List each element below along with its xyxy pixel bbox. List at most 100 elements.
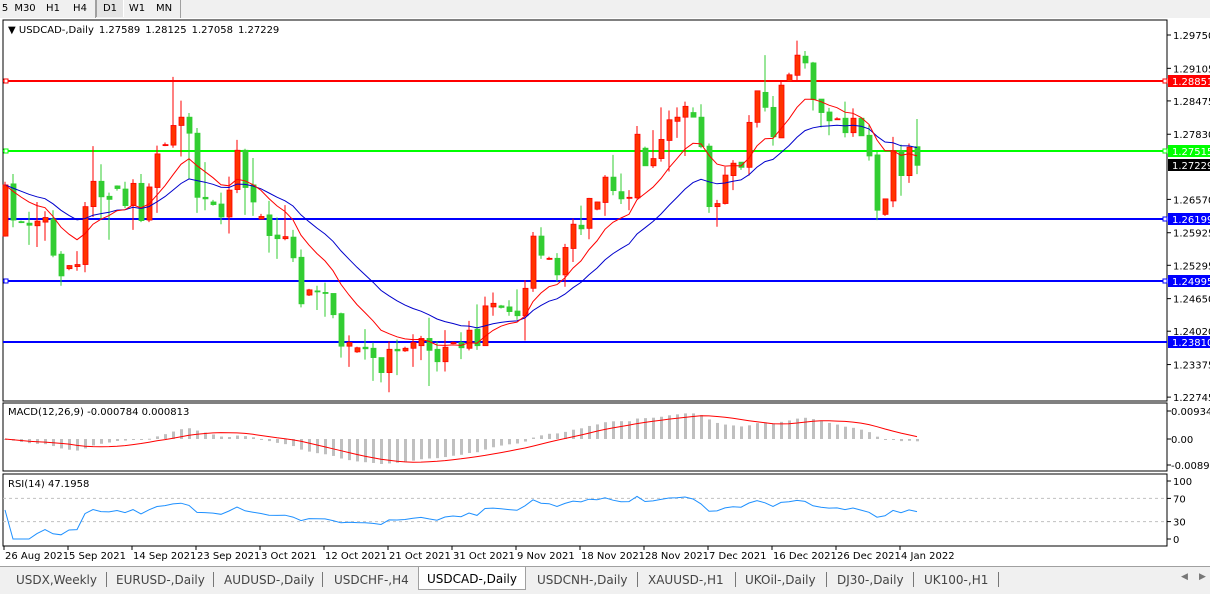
bullish-candle (34, 201, 41, 247)
candle-body (474, 328, 481, 347)
macd-histogram-bar (396, 439, 399, 463)
candle-body (754, 90, 761, 123)
bearish-candle (394, 339, 401, 376)
macd-histogram-bar (756, 423, 759, 439)
tab-audusd-daily[interactable]: AUDUSD-,Daily (224, 573, 315, 587)
candle-body (10, 183, 17, 221)
bullish-candle (66, 265, 73, 271)
macd-histogram-bar (436, 439, 439, 459)
candle-body (322, 292, 329, 294)
bullish-candle (658, 107, 665, 162)
collapse-arrow-icon: ▼ (8, 25, 19, 36)
macd-histogram-bar (332, 439, 335, 456)
candle-body (722, 174, 729, 204)
timeframe-h1[interactable]: H1 (46, 3, 60, 14)
macd-histogram-bar (556, 433, 559, 439)
candle-body (178, 116, 185, 126)
macd-histogram-bar (268, 439, 271, 442)
bullish-candle (530, 231, 537, 292)
macd-histogram-bar (724, 424, 727, 439)
bullish-candle (450, 341, 457, 345)
chart-tabs-bar: USDX,Weekly EURUSD-,Daily AUDUSD-,Daily … (0, 566, 1210, 594)
macd-histogram-bar (180, 429, 183, 439)
candle-body (362, 346, 369, 350)
bullish-candle (562, 243, 569, 287)
candle-body (490, 302, 497, 308)
scroll-left-icon[interactable]: ◀ (1181, 572, 1188, 582)
tab-divider (998, 572, 999, 587)
rsi-axis-label: 100 (1173, 477, 1192, 488)
candle-body (762, 91, 769, 108)
candle-body (394, 348, 401, 352)
tab-dj30-daily[interactable]: DJ30-,Daily (837, 573, 904, 587)
candle-body (314, 290, 321, 293)
y-tick-label: 1.22745 (1173, 393, 1210, 404)
tab-ukoil-daily[interactable]: UKOil-,Daily (745, 573, 816, 587)
timeframe-5[interactable]: 5 (1, 3, 9, 14)
bullish-candle (602, 175, 609, 216)
tab-usdcnh-daily[interactable]: USDCNH-,Daily (537, 573, 628, 587)
tab-xauusd-h1[interactable]: XAUUSD-,H1 (648, 573, 724, 587)
macd-histogram-bar (148, 438, 151, 440)
candle-body (42, 217, 49, 223)
tab-usdx-weekly[interactable]: USDX,Weekly (16, 573, 97, 587)
macd-histogram-bar (580, 428, 583, 439)
macd-histogram-bar (284, 439, 287, 445)
macd-histogram-bar (884, 439, 887, 440)
candle-body (714, 203, 721, 208)
candle-body (170, 125, 177, 146)
bearish-candle (578, 205, 585, 236)
candle-body (778, 84, 785, 139)
macd-histogram-bar (516, 439, 519, 444)
candle-body (386, 348, 393, 373)
macd-histogram-bar (740, 426, 743, 439)
candle-body (346, 342, 353, 347)
macd-histogram-bar (596, 424, 599, 439)
macd-histogram-bar (684, 413, 687, 439)
x-tick-label: 26 Dec 2021 (837, 551, 901, 562)
timeframe-h4[interactable]: H4 (73, 3, 87, 14)
tab-uk100-h1[interactable]: UK100-,H1 (924, 573, 989, 587)
bullish-candle (682, 101, 689, 156)
tab-divider (213, 572, 214, 587)
tab-usdcad-daily[interactable]: USDCAD-,Daily (418, 567, 526, 590)
macd-histogram-bar (484, 439, 487, 450)
macd-histogram-bar (852, 427, 855, 439)
bullish-candle (386, 341, 393, 393)
tab-usdchf-h4[interactable]: USDCHF-,H4 (334, 573, 409, 587)
scroll-right-icon[interactable]: ▶ (1199, 572, 1206, 582)
macd-histogram-bar (364, 439, 367, 463)
y-tick-label: 1.26570 (1173, 195, 1210, 206)
price-chart[interactable]: 1.29750 1.29105 1.28475 1.27830 1.26570 1.259… (0, 18, 1210, 566)
level-price-label-bg (1168, 145, 1210, 157)
current-price-label-bg (1168, 159, 1210, 171)
x-tick-label: 31 Oct 2021 (453, 551, 515, 562)
bullish-candle (906, 143, 913, 183)
bearish-candle (866, 124, 873, 161)
candle-body (538, 235, 545, 256)
macd-histogram-bar (156, 436, 159, 439)
bullish-candle (354, 346, 361, 353)
bearish-candle (266, 200, 273, 253)
bullish-candle (794, 40, 801, 82)
bearish-candle (210, 199, 217, 206)
candle-body (786, 74, 793, 82)
timeframe-m30[interactable]: M30 (14, 3, 36, 14)
timeframe-mn[interactable]: MN (155, 3, 173, 14)
macd-histogram-bar (876, 436, 879, 439)
bearish-candle (618, 173, 625, 205)
candle-body (2, 184, 9, 237)
candle-body (554, 257, 561, 276)
candle-body (666, 119, 673, 141)
timeframe-d1[interactable]: D1 (96, 0, 124, 17)
candle-body (130, 182, 137, 206)
bullish-candle (170, 76, 177, 148)
candle-body (562, 247, 569, 276)
timeframe-w1[interactable]: W1 (128, 3, 146, 14)
bearish-candle (298, 249, 305, 308)
candle-body (690, 112, 697, 118)
candle-body (658, 139, 665, 159)
level-anchor-handle (1162, 78, 1168, 84)
macd-histogram-bar (812, 419, 815, 439)
tab-eurusd-daily[interactable]: EURUSD-,Daily (116, 573, 205, 587)
